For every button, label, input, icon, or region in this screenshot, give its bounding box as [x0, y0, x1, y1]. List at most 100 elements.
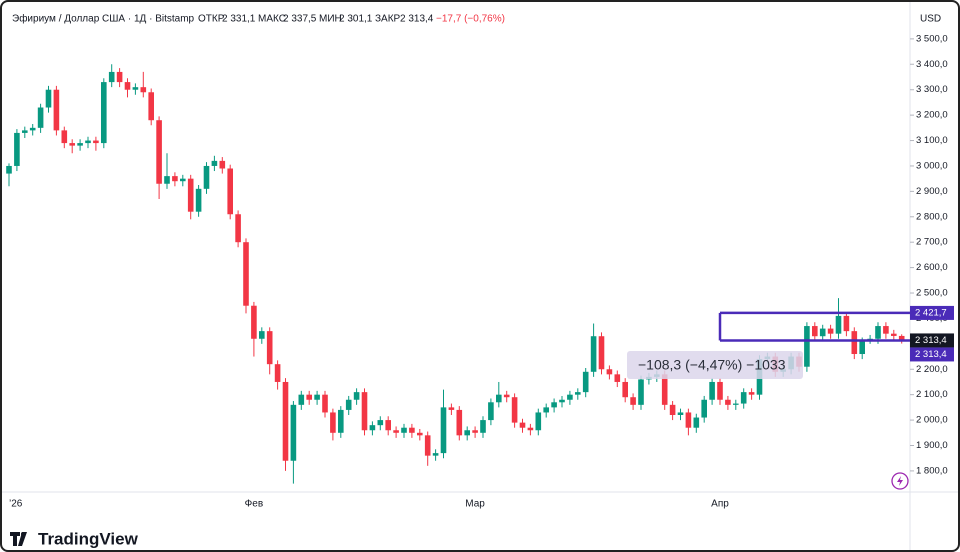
candle-body: [875, 326, 881, 339]
candle-body: [432, 453, 439, 456]
candle-body: [638, 379, 644, 405]
candle-body: [819, 328, 826, 337]
candle-body: [527, 427, 534, 431]
x-tick-label: Мар: [465, 499, 485, 510]
y-tick-label: 3 300,0: [916, 84, 948, 95]
open: 2 331,1: [222, 14, 256, 25]
symbol: Эфириум / Доллар США · 1Д · Bitstamp: [12, 13, 195, 25]
candle-body: [322, 394, 328, 413]
candle-body: [29, 127, 36, 131]
candle-body: [551, 402, 557, 408]
candle-body: [393, 430, 399, 433]
candle-body: [124, 82, 131, 90]
candle-body: [69, 143, 75, 146]
candle-body: [701, 399, 707, 418]
candle-body: [804, 326, 810, 367]
candle-body: [424, 435, 431, 456]
candle-body: [417, 432, 423, 436]
candle-body: [235, 214, 241, 243]
candle-body: [369, 425, 376, 431]
x-tick-label: ’26: [9, 499, 23, 510]
y-tick-label: 2 600,0: [916, 262, 948, 273]
high-label: МАКС: [258, 14, 286, 25]
candle-body: [314, 394, 320, 400]
y-tick-label: 2 900,0: [916, 186, 948, 197]
candle-body: [456, 409, 463, 436]
candle-body: [93, 140, 99, 144]
candle-body: [567, 394, 573, 400]
candle-body: [843, 315, 850, 332]
x-tick-label: Фев: [245, 499, 263, 510]
candle-body: [488, 402, 494, 421]
candle-body: [22, 130, 28, 133]
candle-body: [812, 326, 818, 337]
candle-body: [883, 326, 889, 334]
candle-body: [693, 417, 700, 428]
candle-body: [827, 328, 834, 334]
candle-body: [101, 82, 107, 144]
y-tick-label: 3 000,0: [916, 160, 948, 171]
candle-body: [535, 412, 542, 431]
candle-body: [851, 331, 858, 355]
candle-body: [835, 315, 842, 334]
candle-body: [330, 412, 336, 433]
last-price-label: 2 313,4: [915, 335, 947, 346]
candle-body: [227, 168, 233, 215]
candle-body: [614, 374, 621, 382]
candle-body: [503, 394, 510, 398]
close: 2 313,4: [400, 14, 434, 25]
candle-body: [37, 107, 44, 128]
candle-body: [377, 420, 384, 426]
candle-body: [116, 71, 123, 83]
price-label: 2 421,7: [915, 307, 947, 318]
change: −17,7 (−0,76%): [436, 14, 505, 25]
candle-body: [622, 381, 628, 398]
candle-body: [85, 140, 91, 144]
y-tick-label: 3 200,0: [916, 110, 948, 121]
candle-body: [630, 397, 636, 405]
high: 2 337,5: [283, 14, 317, 25]
candle-body: [448, 407, 455, 410]
candle-body: [519, 422, 526, 428]
candle-body: [353, 392, 360, 400]
price-label-box: [910, 347, 954, 362]
candle-body: [53, 89, 60, 131]
candle-body: [282, 381, 289, 461]
header: Эфириум / Доллар США · 1Д · Bitstamp ОТК…: [12, 13, 505, 25]
candle-body: [511, 397, 518, 423]
candle-body: [677, 412, 684, 415]
y-tick-label: 2 000,0: [916, 415, 948, 426]
candle-body: [590, 336, 597, 372]
candle-body: [156, 120, 162, 184]
candle-body: [385, 420, 391, 431]
candle-body: [290, 404, 297, 461]
y-tick-label: 1 900,0: [916, 440, 948, 451]
candle-body: [172, 176, 178, 182]
candle-body: [61, 130, 68, 144]
y-tick-label: 3 400,0: [916, 59, 948, 70]
candle-body: [472, 430, 478, 433]
candle-body: [108, 71, 115, 83]
candle-body: [661, 374, 668, 405]
candle-body: [195, 188, 202, 212]
candle-body: [543, 407, 549, 413]
alert-icon[interactable]: [891, 472, 909, 490]
x-tick-label: Апр: [711, 499, 729, 510]
candle-body: [187, 178, 194, 212]
candle-body: [164, 176, 170, 184]
candle-body: [717, 381, 723, 400]
candle-body: [140, 87, 147, 93]
candle-body: [709, 381, 715, 400]
close-label: ЗАКР: [375, 14, 401, 25]
price-label: 2 313,4: [915, 349, 947, 360]
candle-body: [266, 331, 273, 365]
candle-body: [606, 369, 613, 375]
candle-body: [409, 427, 415, 433]
y-tick-label: 2 500,0: [916, 288, 948, 299]
candle-body: [748, 392, 755, 395]
candle-body: [243, 242, 249, 306]
candle-body: [669, 404, 676, 415]
last-price-box: [910, 333, 954, 348]
y-tick-label: 2 800,0: [916, 211, 948, 222]
candle-body: [733, 403, 739, 405]
